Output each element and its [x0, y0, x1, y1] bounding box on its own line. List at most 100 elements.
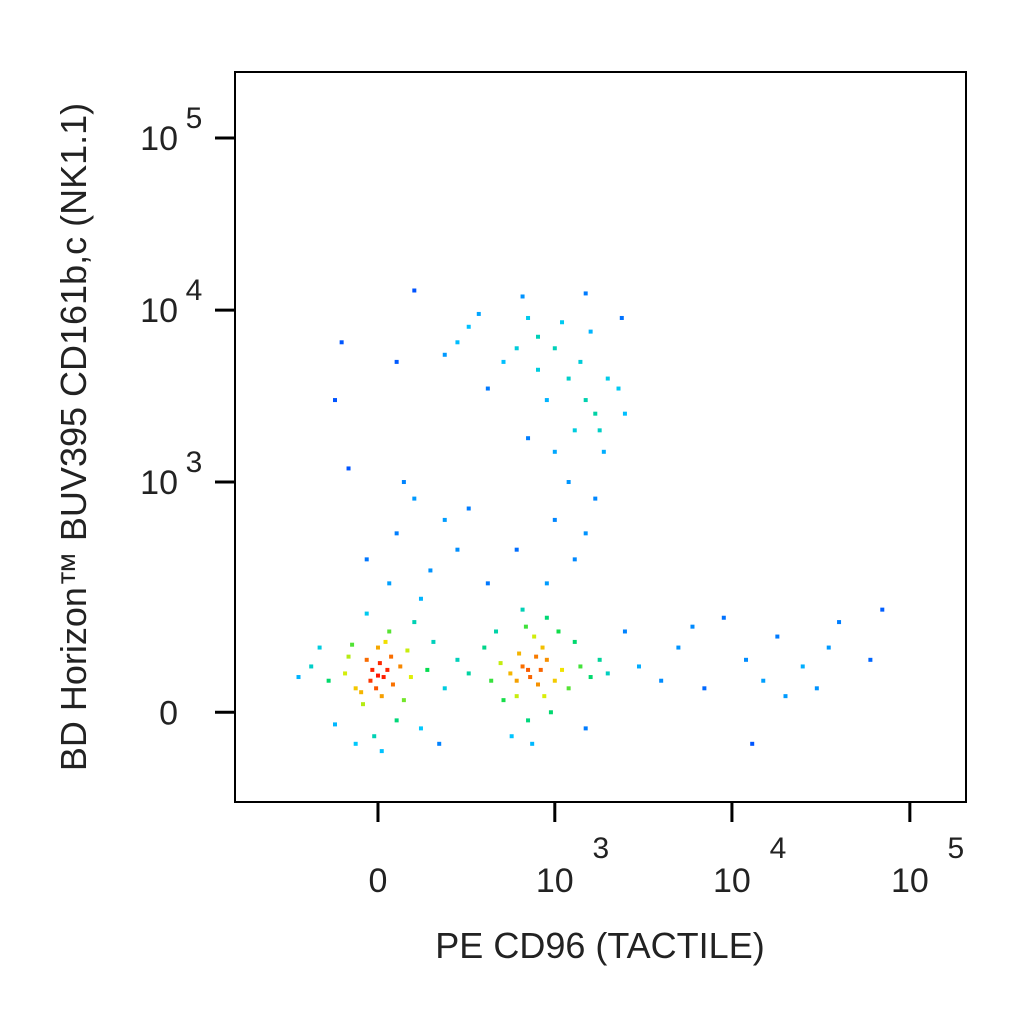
y-tick-exponent: 3 — [186, 446, 203, 479]
data-point — [482, 645, 487, 650]
data-point — [535, 682, 540, 687]
data-point — [466, 324, 471, 329]
data-point — [360, 702, 365, 707]
data-point — [535, 334, 540, 339]
data-point — [540, 645, 545, 650]
data-point — [398, 664, 403, 669]
data-point — [583, 726, 588, 731]
points — [296, 288, 885, 754]
data-point — [374, 686, 379, 691]
data-point — [455, 657, 460, 662]
data-point — [379, 694, 384, 699]
data-point — [375, 645, 380, 650]
y-tick-label: 0 — [159, 694, 178, 732]
data-point — [544, 398, 549, 403]
data-point — [520, 664, 525, 669]
data-point — [332, 722, 337, 727]
data-point — [552, 678, 557, 683]
data-point — [583, 398, 588, 403]
data-point — [418, 726, 423, 731]
data-point — [744, 657, 749, 662]
data-point — [498, 661, 503, 666]
data-point — [530, 741, 535, 746]
data-point — [326, 678, 331, 683]
data-point — [721, 615, 726, 620]
y-tick-label: 10 — [140, 292, 178, 330]
y-tick-label: 10 — [140, 464, 178, 502]
data-point — [437, 741, 442, 746]
data-point — [501, 698, 506, 703]
data-point — [761, 678, 766, 683]
data-point — [588, 675, 593, 680]
data-point — [572, 639, 577, 644]
data-point — [523, 624, 528, 629]
data-point — [418, 596, 423, 601]
data-point — [309, 664, 314, 669]
data-point — [659, 678, 664, 683]
data-point — [387, 629, 392, 634]
data-point — [702, 686, 707, 691]
x-tick-label: 10 — [891, 862, 929, 900]
data-point — [346, 654, 351, 659]
data-point — [389, 654, 394, 659]
data-point — [408, 675, 413, 680]
data-point — [485, 386, 490, 391]
data-point — [814, 686, 819, 691]
data-point — [775, 634, 780, 639]
data-point — [583, 531, 588, 536]
data-point — [526, 667, 531, 672]
data-point — [405, 648, 410, 653]
data-point — [455, 340, 460, 345]
data-point — [364, 657, 369, 662]
x-axis-title: PE CD96 (TACTILE) — [435, 925, 764, 966]
data-point — [339, 340, 344, 345]
data-point — [442, 517, 447, 522]
data-point — [566, 686, 571, 691]
data-point — [343, 671, 348, 676]
x-tick-label: 0 — [369, 862, 388, 900]
data-point — [425, 667, 430, 672]
x-tick-exponent: 4 — [770, 832, 787, 865]
data-point — [597, 428, 602, 433]
data-point — [466, 506, 471, 511]
data-point — [350, 642, 355, 647]
data-point — [526, 718, 531, 723]
data-point — [412, 288, 417, 293]
data-point — [514, 346, 519, 351]
data-point — [455, 547, 460, 552]
data-point — [560, 320, 565, 325]
data-point — [548, 710, 553, 715]
x-tick-label: 10 — [713, 862, 751, 900]
data-point — [501, 359, 506, 364]
data-point — [442, 352, 447, 357]
data-point — [560, 667, 565, 672]
data-point — [394, 718, 399, 723]
data-point — [552, 449, 557, 454]
data-point — [431, 639, 436, 644]
data-point — [517, 651, 522, 656]
data-point — [364, 557, 369, 562]
data-point — [346, 466, 351, 471]
y-axis-title: BD Horizon™ BUV395 CD161b,c (NK1.1) — [53, 103, 94, 771]
data-point — [381, 675, 386, 680]
data-point — [364, 611, 369, 616]
data-point — [514, 678, 519, 683]
data-point — [690, 624, 695, 629]
data-point — [556, 629, 561, 634]
data-point — [368, 678, 373, 683]
data-point — [528, 675, 533, 680]
data-point — [552, 346, 557, 351]
data-point — [636, 664, 641, 669]
data-point — [401, 480, 406, 485]
data-point — [544, 581, 549, 586]
data-point — [509, 734, 514, 739]
data-point — [535, 367, 540, 372]
data-point — [532, 634, 537, 639]
data-point — [538, 667, 543, 672]
data-point — [353, 686, 358, 691]
data-point — [622, 629, 627, 634]
data-point — [593, 496, 598, 501]
data-point — [676, 645, 681, 650]
data-point — [372, 734, 377, 739]
